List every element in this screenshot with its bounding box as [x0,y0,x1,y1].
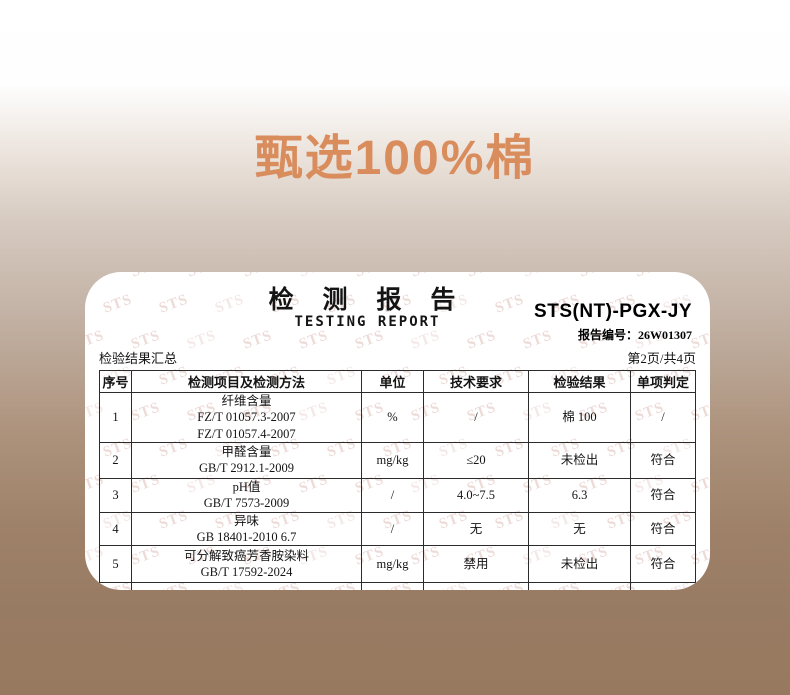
item-line: FZ/T 01057.3-2007 [197,410,296,425]
header-cell-requirement: 技术要求 [423,370,529,393]
table-row: 1 纤维含量 FZ/T 01057.3-2007 FZ/T 01057.4-2007%… [99,392,696,443]
item-line: 异味 [233,513,259,528]
cell-no: 2 [99,441,132,479]
report-header: 检 测 报 告 TESTING REPORT STS(NT)-PGX-JY 报告… [99,272,696,350]
cell-judgement: / [630,392,696,443]
item-line: 纤维含量 [221,394,272,408]
cell-item: 可分解致癌芳香胺染料 GB/T 17592-2024 [131,545,362,584]
table-row-partial [99,582,696,590]
cell-empty [131,582,362,590]
item-line: GB 18401-2010 6.7 [196,530,297,544]
cell-no: 3 [99,477,132,513]
header-cell-judgement: 单项判定 [630,370,696,393]
cell-requirement: 禁用 [423,545,529,584]
report-card: STS STS STS STS STS STS STS STS STS STS STS STS STS S… [85,272,710,590]
cell-empty [99,582,132,590]
table-row: 3 pH值 GB/T 7573-2009 /4.0~7.5 6.3 符合 [99,477,696,513]
report-title-cn: 检 测 报 告 [268,286,467,314]
table-row: 5 可分解致癌芳香胺染料 GB/T 17592-2024 mg/kg 禁用 未检出 符合 [99,545,696,584]
cell-result: 无 [528,511,631,547]
cell-judgement: 符合 [630,511,696,547]
item-line: FZ/T 01057.4-2007 [197,426,296,441]
report-code: STS(NT)-PGX-JY [534,301,692,322]
cell-result: 未检出 [528,441,631,479]
cell-judgement: 符合 [630,441,696,479]
report-title-en: TESTING REPORT [294,314,441,330]
cell-no: 4 [99,511,132,547]
results-table-body: 1 纤维含量 FZ/T 01057.3-2007 FZ/T 01057.4-2007%… [99,392,696,590]
cell-item: 异味 GB 18401-2010 6.7 [131,511,362,547]
cell-requirement: 无 [423,511,529,547]
header-cell-unit: 单位 [361,370,424,393]
report-content: 检 测 报 告 TESTING REPORT STS(NT)-PGX-JY 报告… [85,272,710,590]
cell-requirement: 4.0~7.5 [423,477,529,513]
report-number: 26W01307 [638,328,692,342]
header-cell-item: 检测项目及检测方法 [131,370,362,393]
item-line: 可分解致癌芳香胺染料 [183,549,309,563]
summary-label: 检验结果汇总 [99,351,178,366]
report-number-line: 报告编号：26W01307 [534,326,692,343]
page-indicator: 第2页/共4页 [627,351,696,366]
cell-unit: % [361,392,424,443]
cell-no: 5 [99,545,132,584]
table-header-row: 序号 检测项目及检测方法 单位 技术要求 检验结果 单项判定 [99,370,696,393]
report-number-label: 报告编号： [577,328,638,342]
item-line: 甲醛含量 [221,445,272,459]
cell-unit: mg/kg [361,545,424,584]
cell-result: 未检出 [528,545,631,584]
hero-title: 甄选100%棉 [254,132,536,185]
cell-judgement: 符合 [630,545,696,584]
cell-requirement: ≤20 [423,441,529,479]
cell-item: 甲醛含量 GB/T 2912.1-2009 [131,441,362,479]
cell-requirement: / [423,392,529,443]
item-line: GB/T 2912.1-2009 [199,461,294,476]
table-row: 4 异味 GB 18401-2010 6.7/无无符合 [99,511,696,547]
table-row: 2 甲醛含量 GB/T 2912.1-2009 mg/kg ≤20 未检出 符合 [99,441,696,479]
cell-empty [361,582,424,590]
cell-result: 6.3 [528,477,631,513]
cell-empty [423,582,529,590]
item-line: GB/T 7573-2009 [203,496,290,511]
header-cell-no: 序号 [99,370,132,393]
summary-row: 检验结果汇总 第2页/共4页 [99,350,696,367]
header-cell-result: 检验结果 [528,370,631,393]
cell-unit: / [361,511,424,547]
item-line: GB/T 17592-2024 [200,565,293,580]
report-code-block: STS(NT)-PGX-JY 报告编号：26W01307 [534,301,692,343]
cell-judgement: 符合 [630,477,696,513]
cell-empty [630,582,696,590]
cell-no: 1 [99,392,132,443]
cell-result: 棉 100 [528,392,631,443]
cell-item: 纤维含量 FZ/T 01057.3-2007 FZ/T 01057.4-2007 [131,392,362,443]
cell-item: pH值 GB/T 7573-2009 [131,477,362,513]
cell-unit: mg/kg [361,441,424,479]
cell-empty [528,582,631,590]
cell-unit: / [361,477,424,513]
results-table: 序号 检测项目及检测方法 单位 技术要求 检验结果 单项判定 1 纤维含量 FZ/T… [99,370,696,590]
item-line: pH值 [232,480,261,494]
